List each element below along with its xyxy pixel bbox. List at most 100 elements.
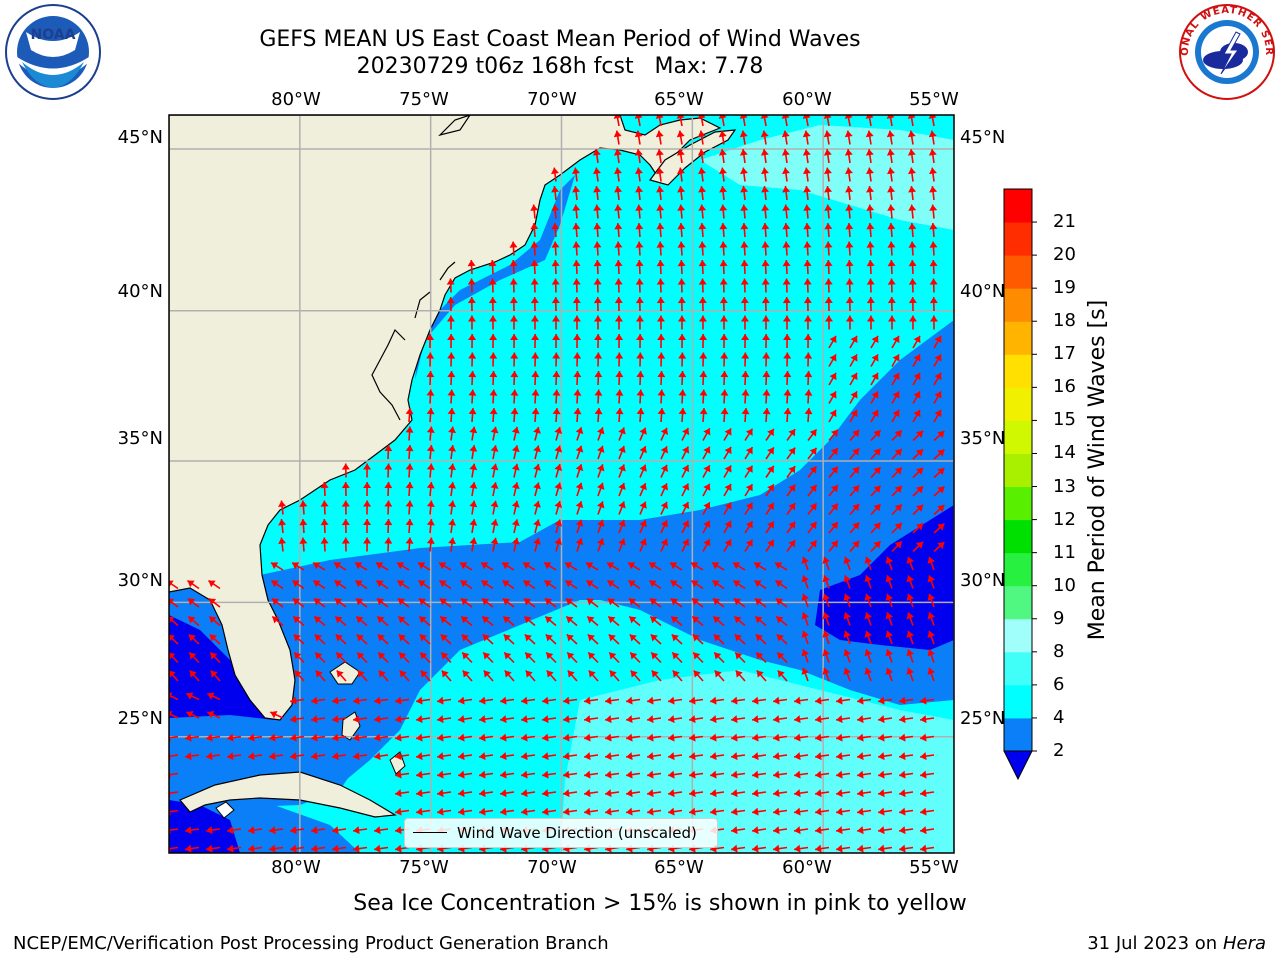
wave-direction-arrowhead: [899, 770, 906, 779]
wave-direction-arrowhead: [320, 537, 329, 544]
wave-direction-arrowhead: [447, 334, 456, 341]
wave-direction-arrowhead: [468, 389, 477, 396]
wave-direction-arrowhead: [584, 733, 591, 742]
wave-direction-arrowhead: [843, 612, 852, 620]
wave-direction-arrowhead: [762, 371, 771, 378]
wave-direction-arrowhead: [724, 539, 732, 547]
wave-direction-arrowhead: [552, 352, 561, 359]
wave-direction-arrowhead: [719, 315, 728, 322]
wave-direction-arrowhead: [458, 733, 465, 742]
wave-direction-arrowhead: [733, 580, 741, 588]
colorbar-band: [1004, 717, 1032, 752]
colorbar-tick-label: 8: [1053, 640, 1065, 662]
wave-direction-arrowhead: [703, 520, 711, 528]
wave-direction-arrowhead: [803, 204, 812, 211]
wave-direction-arrowhead: [416, 789, 423, 798]
wave-direction-arrowhead: [752, 733, 759, 742]
wave-direction-arrow: [931, 115, 935, 127]
wave-direction-arrowhead: [269, 826, 276, 835]
wave-direction-arrowhead: [649, 598, 658, 606]
wave-direction-arrowhead: [626, 752, 633, 761]
wave-direction-arrowhead: [531, 352, 540, 359]
wave-direction-arrowhead: [908, 315, 917, 322]
wave-direction-arrowhead: [439, 562, 447, 570]
wave-direction-arrowhead: [843, 649, 852, 657]
wave-direction-arrowhead: [481, 580, 489, 588]
wave-direction-arrowhead: [521, 752, 528, 761]
wave-direction-arrowhead: [731, 844, 738, 853]
wave-direction-arrowhead: [761, 186, 770, 193]
wave-direction-arrowhead: [719, 241, 728, 248]
wave-direction-arrowhead: [892, 391, 900, 399]
wave-direction-arrowhead: [593, 260, 602, 267]
wave-direction-arrowhead: [594, 389, 603, 396]
wave-direction-arrowhead: [384, 519, 393, 526]
wave-direction-arrowhead: [187, 598, 196, 606]
lat-tick-right: 30°N: [960, 570, 1006, 591]
wave-direction-arrowhead: [575, 501, 584, 509]
wave-direction-arrowhead: [678, 408, 687, 415]
wave-direction-arrowhead: [804, 408, 813, 415]
wave-direction-arrowhead: [929, 223, 938, 230]
wave-direction-arrowhead: [731, 770, 738, 779]
wave-direction-arrowhead: [830, 540, 838, 548]
wave-direction-arrowhead: [689, 715, 696, 724]
wave-direction-arrowhead: [733, 598, 742, 606]
wave-direction-arrowhead: [857, 696, 864, 705]
wave-direction-arrowhead: [614, 223, 623, 230]
wave-direction-arrowhead: [843, 667, 852, 675]
wave-direction-arrowhead: [278, 500, 287, 507]
wave-direction-arrowhead: [614, 315, 623, 322]
wave-direction-arrowhead: [206, 752, 213, 761]
wave-direction-arrowhead: [864, 667, 873, 675]
legend-line-sample: [413, 832, 447, 833]
wave-direction-arrowhead: [405, 445, 414, 452]
wave-direction-arrowhead: [857, 752, 864, 761]
lon-tick-bottom: 55°W: [909, 857, 959, 878]
wave-direction-arrowhead: [332, 752, 339, 761]
wave-direction-arrowhead: [801, 593, 810, 601]
wave-direction-arrowhead: [894, 504, 902, 512]
wave-direction-arrowhead: [794, 826, 801, 835]
wave-direction-arrow: [169, 846, 179, 850]
wave-direction-arrowhead: [271, 580, 279, 588]
wave-direction-arrowhead: [822, 556, 831, 564]
wave-direction-arrowhead: [844, 115, 853, 119]
wave-direction-arrowhead: [639, 520, 647, 528]
wave-direction-arrowhead: [908, 186, 917, 193]
wave-direction-arrowhead: [908, 167, 916, 175]
colorbar: [1003, 188, 1037, 781]
wave-direction-arrowhead: [530, 297, 539, 304]
wave-direction-arrowhead: [572, 167, 580, 175]
wave-direction-arrowhead: [363, 519, 372, 526]
wave-direction-arrowhead: [629, 616, 637, 624]
wave-direction-arrowhead: [626, 807, 633, 816]
wave-direction-arrow: [847, 115, 851, 127]
wave-direction-arrowhead: [426, 371, 435, 378]
wave-direction-arrowhead: [809, 540, 817, 548]
wave-direction-arrowhead: [908, 260, 917, 267]
wave-direction-arrowhead: [376, 598, 385, 606]
wave-direction-arrowhead: [504, 670, 512, 678]
wave-direction-arrowhead: [608, 634, 616, 642]
wave-direction-arrowhead: [782, 241, 791, 248]
wave-direction-arrowhead: [871, 372, 879, 381]
wave-direction-arrowhead: [378, 670, 386, 678]
wave-direction-arrowhead: [703, 502, 711, 510]
wave-direction-arrowhead: [913, 335, 921, 344]
wave-direction-arrowhead: [934, 372, 942, 381]
wave-direction-arrowhead: [609, 670, 617, 678]
wave-direction-arrowhead: [739, 115, 748, 119]
wave-direction-arrowhead: [315, 670, 323, 678]
wave-direction-arrowhead: [656, 167, 664, 175]
wave-direction-arrowhead: [593, 167, 601, 175]
wave-direction-arrowhead: [937, 449, 945, 457]
wave-direction-arrowhead: [899, 826, 906, 835]
wave-direction-arrowhead: [829, 409, 837, 418]
wave-direction-arrowhead: [745, 502, 753, 510]
wave-direction-arrowhead: [699, 352, 708, 359]
wave-direction-arrowhead: [605, 752, 612, 761]
wave-direction-arrowhead: [713, 634, 721, 642]
wave-direction-arrowhead: [731, 826, 738, 835]
wave-direction-arrowhead: [724, 520, 732, 529]
